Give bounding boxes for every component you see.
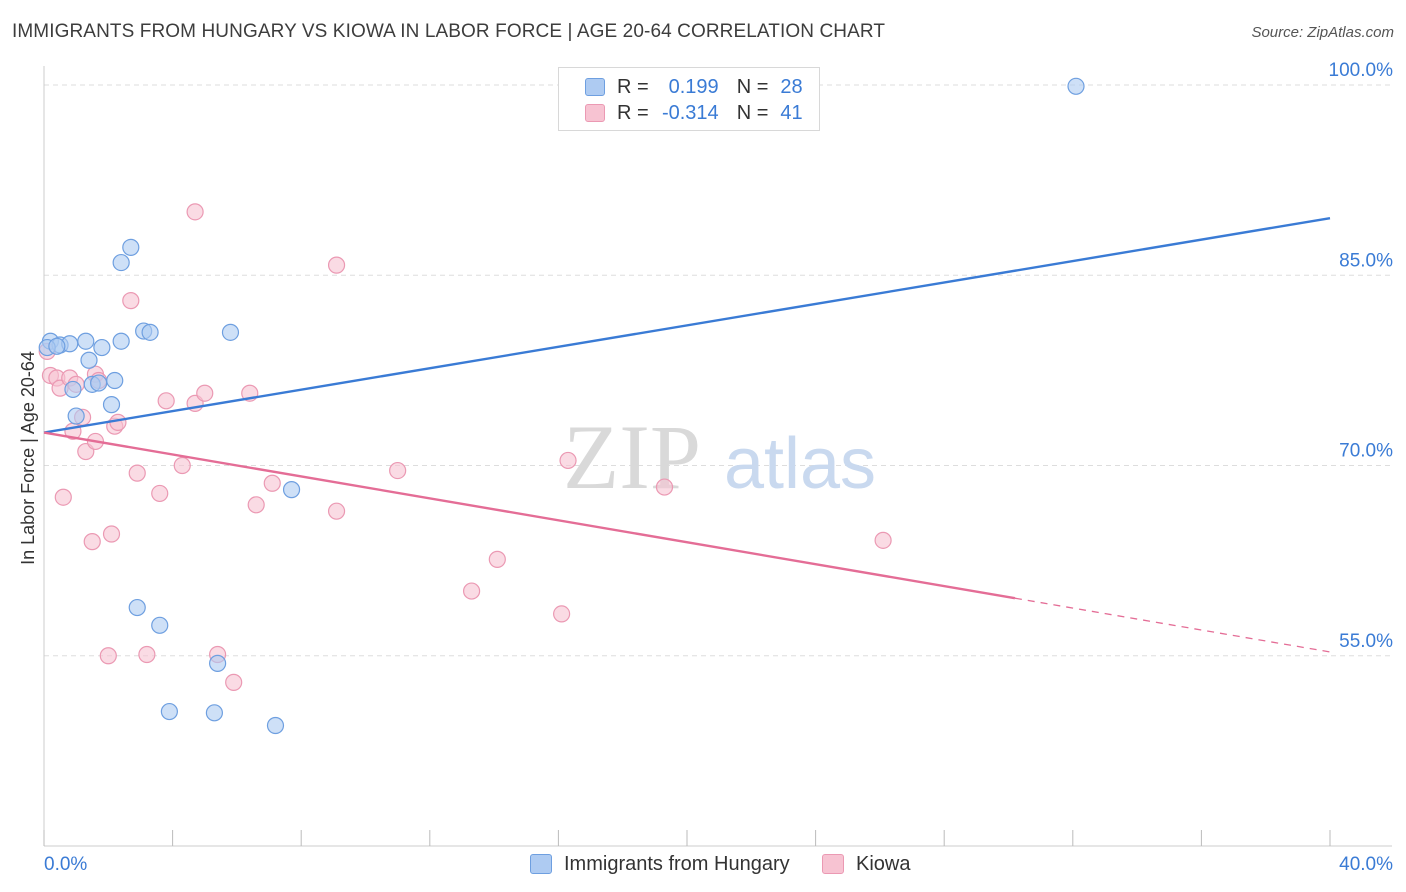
legend-row-hungary: R = 0.199 N = 28: [585, 75, 803, 99]
watermark-atlas: atlas: [724, 424, 876, 504]
kiowa-point: [122, 292, 140, 310]
y-tick-label: 55.0%: [1339, 631, 1393, 652]
y-tick-label: 85.0%: [1339, 250, 1393, 271]
hungary-points: [38, 77, 1085, 735]
watermark-zip: ZIP: [563, 406, 701, 508]
kiowa-point: [327, 502, 346, 520]
hungary-point: [93, 338, 111, 357]
hungary-point: [221, 323, 240, 341]
hungary-point: [48, 337, 66, 355]
hungary-point: [80, 351, 98, 369]
trend-lines: [43, 217, 1331, 653]
hungary-swatch-icon: [585, 78, 605, 96]
hungary-point: [90, 374, 108, 392]
hungary-point: [266, 716, 285, 735]
hungary-point: [122, 238, 140, 256]
y-tick-label: 100.0%: [1329, 60, 1394, 81]
legend-r-label: R =: [617, 101, 649, 124]
hungary-point: [64, 380, 82, 399]
kiowa-point: [462, 582, 481, 600]
hungary-point: [209, 654, 227, 672]
legend-r-value-hungary: 0.199: [668, 75, 719, 98]
y-tick-labels: 55.0% 70.0% 85.0% 100.0%: [1329, 60, 1394, 652]
legend-n-value-kiowa: 41: [780, 101, 803, 124]
legend-r-value-kiowa: -0.314: [661, 101, 719, 124]
kiowa-trend-line-extension: [1014, 597, 1331, 653]
hungary-point: [282, 481, 301, 499]
watermark: ZIP atlas: [563, 406, 876, 508]
kiowa-legend-icon: [822, 854, 844, 874]
kiowa-point: [488, 550, 506, 568]
kiowa-swatch-icon: [585, 104, 605, 122]
axes: [43, 66, 1392, 847]
kiowa-point: [263, 474, 281, 492]
hungary-point: [112, 332, 130, 350]
gridlines: [44, 84, 1392, 657]
hungary-point: [128, 598, 146, 617]
kiowa-point: [157, 392, 175, 410]
x-tick-labels: 0.0% 40.0%: [44, 854, 1393, 875]
legend-n-value-hungary: 28: [780, 75, 803, 98]
x-tick-label: 40.0%: [1339, 854, 1393, 875]
kiowa-point: [655, 478, 674, 496]
hungary-point: [141, 323, 159, 341]
kiowa-point: [874, 531, 892, 549]
legend-n-label: N =: [736, 101, 769, 124]
kiowa-point: [128, 464, 146, 482]
series-legend-hungary: Immigrants from Hungary: [530, 851, 790, 877]
x-tick-label: 0.0%: [44, 854, 87, 875]
kiowa-point: [83, 533, 101, 551]
legend-n-label: N =: [736, 75, 769, 98]
chart-title: IMMIGRANTS FROM HUNGARY VS KIOWA IN LABO…: [12, 21, 886, 42]
hungary-point: [160, 702, 178, 721]
kiowa-point: [151, 484, 169, 503]
kiowa-point: [186, 203, 204, 221]
legend-r-label: R =: [617, 75, 649, 98]
kiowa-point: [138, 645, 156, 664]
hungary-legend-icon: [530, 854, 552, 874]
hungary-point: [205, 704, 223, 722]
y-axis-label: In Labor Force | Age 20-64: [18, 351, 38, 565]
y-tick-label: 70.0%: [1339, 441, 1393, 462]
hungary-point: [67, 407, 85, 425]
hungary-point: [112, 253, 130, 272]
correlation-legend: R = 0.199 N = 28 R = -0.314 N = 41: [558, 67, 820, 131]
hungary-point: [102, 396, 121, 414]
hungary-point: [77, 332, 95, 350]
kiowa-trend-line: [43, 431, 1016, 600]
kiowa-point: [327, 256, 346, 274]
kiowa-point: [247, 496, 265, 514]
kiowa-point: [109, 413, 127, 431]
kiowa-point: [553, 605, 571, 623]
kiowa-point: [99, 647, 117, 665]
kiowa-point: [173, 456, 191, 475]
source-credit: Source: ZipAtlas.com: [1251, 24, 1394, 41]
kiowa-point: [389, 461, 407, 480]
kiowa-point: [225, 673, 243, 691]
series-legend-kiowa: Kiowa: [822, 851, 910, 877]
hungary-point: [106, 371, 124, 390]
kiowa-point: [559, 451, 577, 470]
series-name-hungary: Immigrants from Hungary: [564, 852, 790, 875]
hungary-trend-line: [43, 217, 1331, 434]
legend-row-kiowa: R = -0.314 N = 41: [585, 101, 803, 125]
kiowa-point: [54, 488, 72, 506]
hungary-point: [1067, 77, 1085, 95]
series-name-kiowa: Kiowa: [856, 852, 911, 875]
hungary-point: [151, 616, 169, 634]
kiowa-point: [102, 525, 121, 543]
kiowa-point: [196, 384, 214, 402]
